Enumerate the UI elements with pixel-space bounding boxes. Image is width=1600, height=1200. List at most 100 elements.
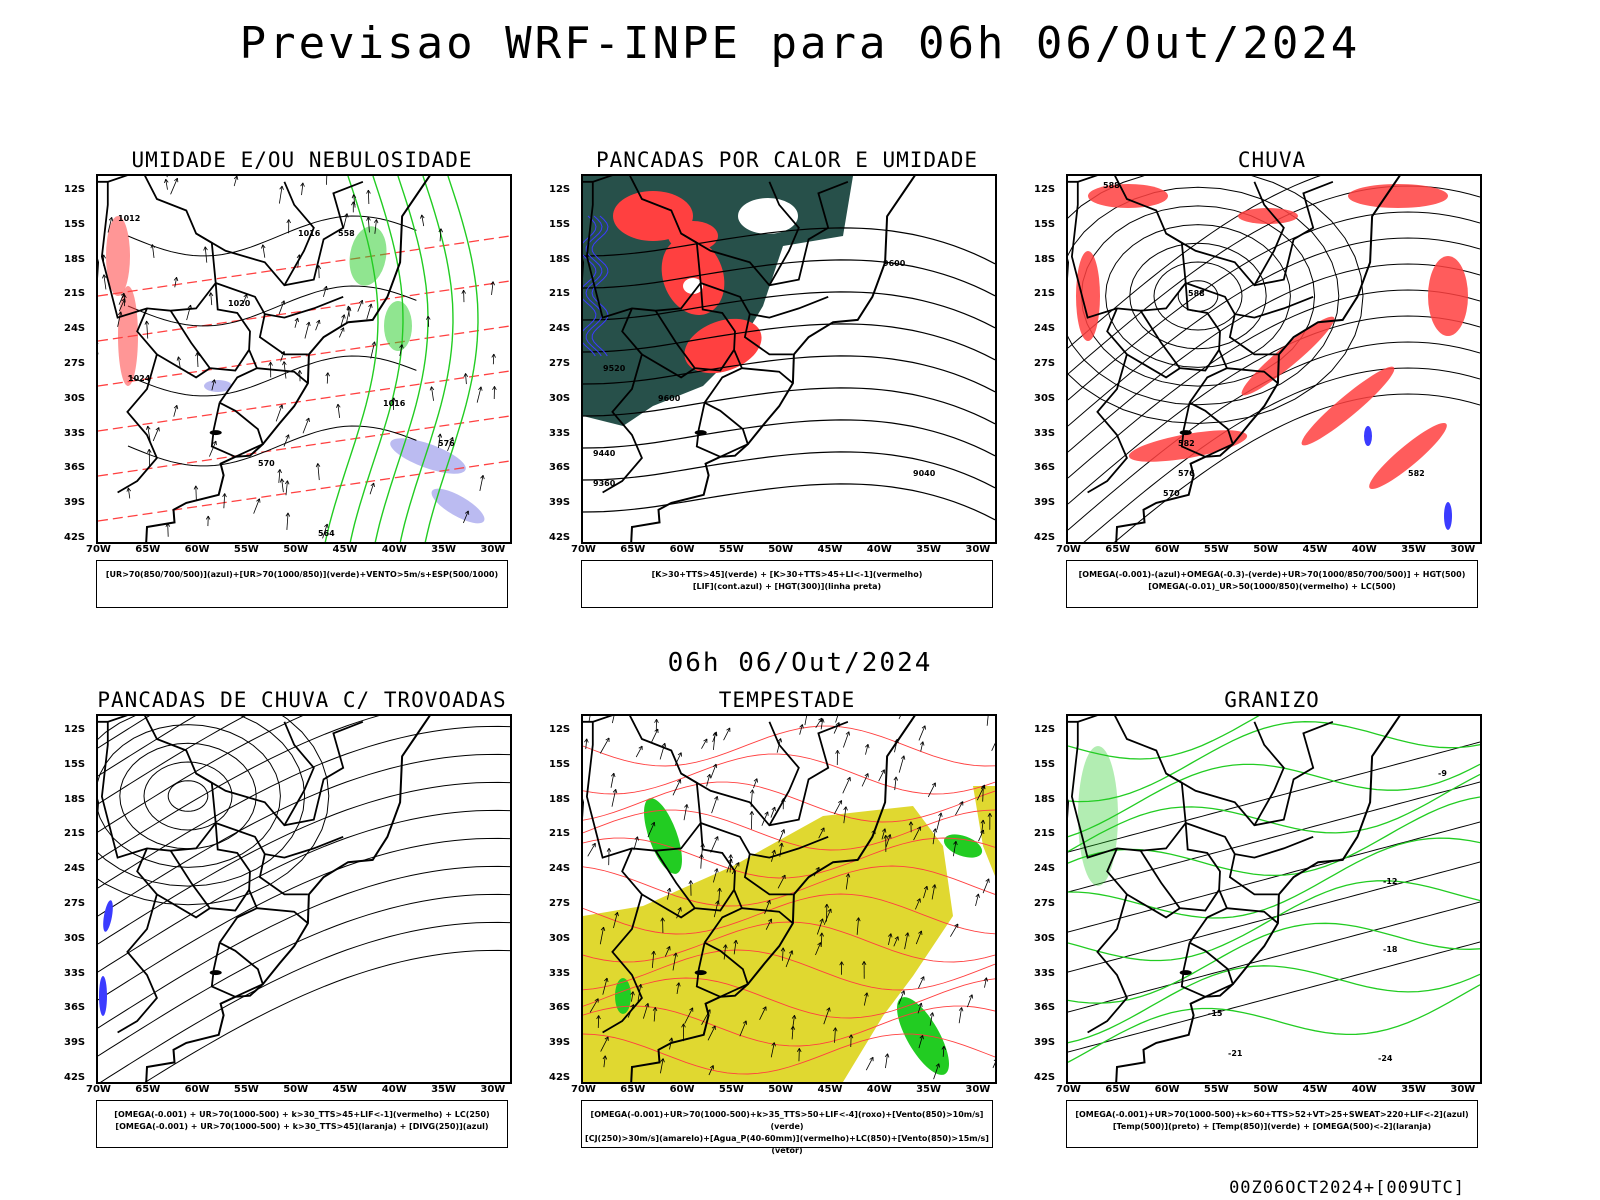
lat-tick-label: 27S: [549, 898, 571, 909]
legend-box: [OMEGA(-0.001)+UR>70(1000-500)+k>60+TTS>…: [1066, 1100, 1478, 1148]
lon-tick-label: 65W: [620, 544, 646, 555]
legend-line: [UR>70(850/700/500)](azul)+[UR>70(1000/8…: [105, 570, 499, 579]
lon-tick-label: 45W: [817, 1084, 843, 1095]
lat-tick-label: 18S: [549, 793, 571, 805]
panel-title: PANCADAS DE CHUVA C/ TROVOADAS: [97, 688, 507, 712]
lon-tick-label: 70W: [1056, 544, 1081, 555]
lon-tick-label: 65W: [1105, 1084, 1131, 1095]
legend-line: [OMEGA(-0.001)+UR>70(1000-500)+k>35_TTS>…: [590, 1110, 984, 1131]
lat-tick-label: 12S: [64, 724, 86, 735]
lat-tick-label: 24S: [64, 863, 86, 875]
lon-tick-label: 50W: [283, 544, 309, 555]
lat-tick-label: 36S: [549, 462, 571, 474]
lat-tick-label: 42S: [1034, 532, 1056, 543]
lat-tick-label: 30S: [64, 392, 86, 404]
lon-tick-label: 60W: [184, 1084, 210, 1095]
lat-tick-label: 30S: [1034, 392, 1056, 404]
panel-title: CHUVA: [1237, 148, 1307, 172]
lon-tick-label: 70W: [1056, 1084, 1081, 1095]
contour-label: -21: [1228, 1049, 1243, 1058]
lat-tick-label: 24S: [549, 863, 571, 875]
contour-label: 570: [258, 459, 275, 468]
map-granizo: -12 -15 -18 -21 -24 -9: [1066, 714, 1482, 1084]
lon-tick-label: 70W: [571, 1084, 596, 1095]
lon-tick-label: 35W: [1401, 1084, 1427, 1095]
lon-tick-label: 65W: [620, 1084, 646, 1095]
lat-tick-label: 27S: [1034, 898, 1056, 909]
lat-tick-label: 15S: [1034, 758, 1056, 770]
map-chuva: 588 588 582 576 570 582: [1066, 174, 1482, 544]
contour-label: -12: [1383, 877, 1397, 886]
lon-tick-label: 65W: [135, 1084, 161, 1095]
panel-title: PANCADAS POR CALOR E UMIDADE: [595, 148, 978, 172]
lon-tick-label: 35W: [1401, 544, 1427, 555]
contour-label: 9600: [883, 259, 906, 268]
lat-tick-label: 33S: [64, 967, 86, 979]
legend-line: [Temp(500)](preto) + [Temp(850)](verde) …: [1112, 1122, 1432, 1131]
lat-tick-label: 39S: [549, 1037, 571, 1049]
lon-tick-label: 45W: [332, 544, 358, 555]
lat-tick-label: 21S: [549, 828, 571, 840]
legend-line: [K>30+TTS>45](verde) + [K>30+TTS>45+LI<-…: [651, 570, 923, 579]
contour-label: 9600: [658, 394, 681, 403]
lon-tick-label: 40W: [866, 544, 892, 555]
legend-line: [OMEGA(-0.001)+UR>70(1000-500)+k>60+TTS>…: [1075, 1110, 1469, 1119]
panel-title: UMIDADE E/OU NEBULOSIDADE: [131, 148, 473, 172]
lat-tick-label: 18S: [64, 253, 86, 265]
lat-tick-label: 24S: [549, 323, 571, 335]
panel-title: TEMPESTADE: [718, 688, 856, 712]
contour-label: 588: [1103, 181, 1120, 190]
lat-tick-label: 27S: [549, 358, 571, 369]
legend-line: [OMEGA(-0.001) + UR>70(1000-500) + k>30_…: [114, 1110, 490, 1119]
lat-tick-label: 18S: [1034, 793, 1056, 805]
contour-label: 1016: [383, 399, 406, 408]
lon-tick-label: 45W: [332, 1084, 358, 1095]
lon-tick-label: 60W: [1154, 1084, 1180, 1095]
lon-tick-label: 70W: [571, 544, 596, 555]
lon-tick-label: 55W: [233, 544, 259, 555]
lon-tick-label: 70W: [86, 544, 111, 555]
lon-tick-label: 50W: [768, 544, 794, 555]
lon-tick-label: 40W: [866, 1084, 892, 1095]
lon-tick-label: 30W: [480, 1084, 506, 1095]
lon-tick-label: 60W: [1154, 544, 1180, 555]
lat-tick-label: 24S: [1034, 323, 1056, 335]
lat-tick-label: 15S: [64, 758, 86, 770]
lon-tick-label: 35W: [916, 544, 942, 555]
lat-tick-label: 42S: [64, 532, 86, 543]
panel-tempestade: TEMPESTADE 12S 15S 18S 21S 24S 27S 30S 33S 36S 39S…: [541, 688, 997, 1168]
panel-title: GRANIZO: [1224, 688, 1320, 712]
contour-label: -24: [1378, 1054, 1393, 1063]
contour-label: 558: [338, 229, 355, 238]
lon-tick-label: 55W: [718, 1084, 744, 1095]
lon-tick-label: 35W: [431, 1084, 457, 1095]
lon-tick-label: 50W: [768, 1084, 794, 1095]
lon-tick-label: 30W: [1450, 544, 1476, 555]
map-tempestade: [581, 714, 997, 1084]
legend-box: [OMEGA(-0.001)+UR>70(1000-500)+k>35_TTS>…: [581, 1100, 993, 1155]
lat-tick-label: 42S: [549, 532, 571, 543]
map-pancadas-calor: 9600 9520 9440 9360 9040 9600: [581, 174, 997, 544]
lon-tick-label: 55W: [718, 544, 744, 555]
lat-tick-label: 33S: [1034, 967, 1056, 979]
lon-tick-label: 60W: [669, 1084, 695, 1095]
contour-label: -15: [1208, 1009, 1223, 1018]
lat-tick-label: 42S: [549, 1072, 571, 1083]
lat-tick-label: 21S: [549, 288, 571, 300]
lon-tick-label: 55W: [233, 1084, 259, 1095]
lat-tick-label: 39S: [64, 1037, 86, 1049]
lat-tick-label: 30S: [549, 932, 571, 944]
lat-tick-label: 39S: [549, 497, 571, 509]
map-trovoadas: [96, 714, 512, 1084]
lat-tick-label: 36S: [1034, 1002, 1056, 1014]
lat-tick-label: 30S: [549, 392, 571, 404]
lat-tick-label: 39S: [1034, 497, 1056, 509]
map-umidade: 1012 1016 1020 1024 1016 576 570 564 558: [96, 174, 512, 544]
lat-tick-label: 39S: [64, 497, 86, 509]
panel-pancadas-calor: PANCADAS POR CALOR E UMIDADE 12S 15S 18S 21S…: [541, 148, 997, 628]
lat-tick-label: 42S: [64, 1072, 86, 1083]
legend-line: [CJ(250)>30m/s](amarelo)+[Agua_P(40-60mm…: [585, 1134, 989, 1155]
lon-tick-label: 50W: [1253, 1084, 1279, 1095]
contour-label: 582: [1178, 439, 1195, 448]
contour-label: 1020: [228, 299, 251, 308]
